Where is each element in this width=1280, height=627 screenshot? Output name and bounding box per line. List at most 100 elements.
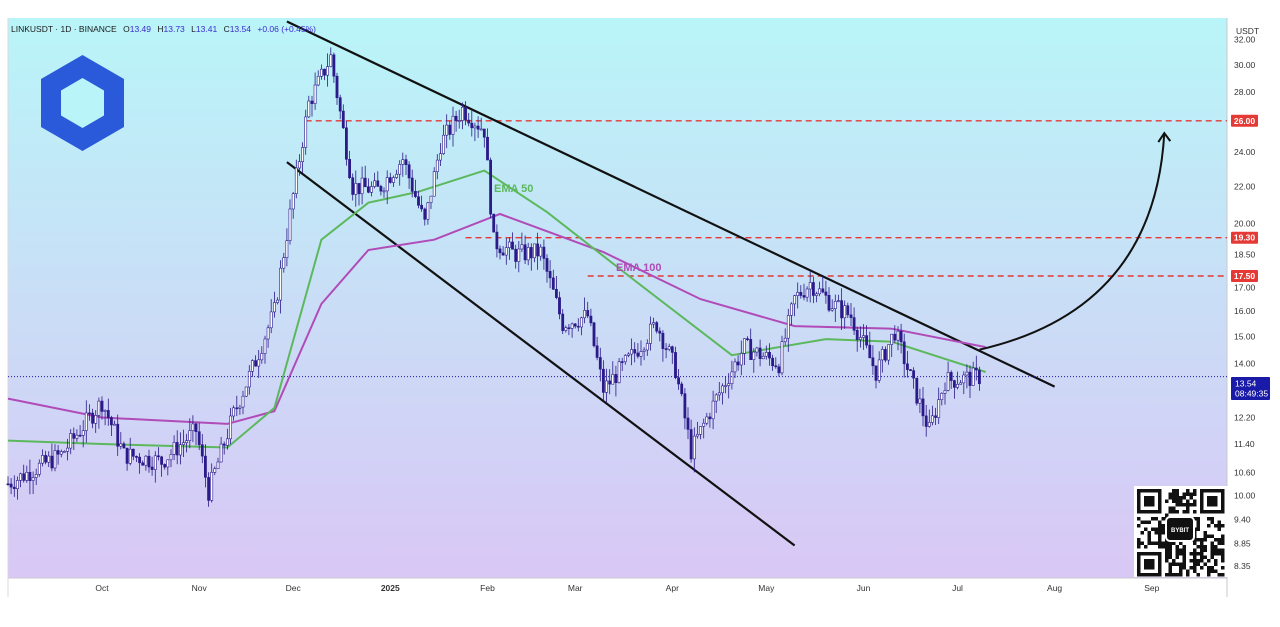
qr-module [1158,541,1162,545]
candle-body [815,293,818,296]
trendline-upper[interactable] [286,20,1056,388]
qr-module [1179,552,1183,556]
time-tick-label: Sep [1144,583,1159,593]
last-price-badge: 13.54 08:49:35 [1231,377,1270,400]
qr-module [1193,548,1197,552]
price-axis[interactable]: 32.00 30.00 28.00 26.00 24.00 22.00 20.00 18.50… [1234,35,1256,572]
candle-body [495,231,499,250]
candle-body [448,124,452,135]
candle-body [561,313,565,331]
candle-body [573,323,577,327]
candle-body [116,423,120,447]
qr-module [1154,531,1158,535]
price-tick-label: 18.50 [1234,249,1256,259]
header-interval[interactable]: 1D [60,24,71,34]
qr-module [1217,548,1221,552]
candle-body [592,322,596,347]
candle-body [708,416,712,420]
candle-body [868,344,872,359]
candle-body [965,371,969,376]
trendlines[interactable] [286,20,1056,547]
qr-module [1196,517,1200,521]
candle-body [338,97,342,112]
candle-body [645,343,649,351]
candle-body [454,115,458,121]
candle-body [379,186,383,192]
qr-module [1158,545,1162,549]
qr-module [1193,559,1197,563]
price-level-badge-label: 17.50 [1234,271,1256,281]
time-axis[interactable]: Oct Nov Dec 2025 Feb Mar Apr May Jun Jul Aug Sep [95,583,1159,593]
qr-module [1193,541,1197,545]
candle-body [376,180,380,187]
candle-body [570,323,574,329]
qr-module [1182,503,1186,507]
candle-body [313,84,317,104]
candle-body [172,442,176,455]
candle-body [113,423,116,426]
trendline-lower[interactable] [286,161,796,547]
header-exchange: BINANCE [79,24,117,34]
candle-body [110,417,113,426]
qr-module [1168,555,1172,559]
qr-module [1175,489,1179,493]
candle-body [849,314,853,318]
projection-arrowhead [1157,131,1172,143]
qr-module [1203,538,1207,542]
candle-body [388,177,392,183]
candle-body [47,455,51,463]
candle-body [862,335,865,338]
candle-body [307,100,311,118]
qr-module [1189,559,1193,563]
qr-module [1158,520,1162,524]
candle-body [363,177,367,188]
candle-body [758,347,762,359]
price-tick-label: 8.35 [1234,561,1251,571]
qr-module [1214,545,1218,549]
qr-module [1172,492,1176,496]
qr-module [1140,520,1144,524]
candle-body [138,456,142,464]
qr-module [1182,562,1186,566]
candle-body [905,363,909,370]
header-symbol[interactable]: LINKUSDT [11,24,53,34]
qr-module [1186,569,1190,573]
price-tick-label: 28.00 [1234,87,1256,97]
candle-body [204,455,207,478]
candle-body [811,282,815,296]
projection-arrow[interactable] [979,133,1166,351]
candle-body [382,190,386,193]
candle-body [777,366,781,374]
candle-body [576,325,580,328]
qr-module [1196,562,1200,566]
candle-body [31,477,35,481]
candle-body [254,360,258,367]
qr-module [1200,548,1204,552]
candle-body [135,456,138,458]
qr-module [1217,527,1221,531]
header-open-label: O [123,24,130,34]
candle-body [266,327,270,340]
candle-body [548,271,552,279]
qr-module [1200,559,1204,563]
currency-label[interactable]: USDT [1236,26,1259,36]
candle-body [677,377,681,385]
candle-body [9,483,13,488]
candle-body [288,208,292,242]
candle-body [15,480,19,489]
qr-module [1193,566,1197,570]
qr-module [1221,552,1225,556]
candle-body [257,359,261,367]
price-tick-label: 9.40 [1234,515,1251,525]
candle-body [467,119,471,124]
candle-body [661,332,665,349]
candle-body [131,448,135,457]
candle-body [865,335,869,346]
candle-body [323,68,326,76]
qr-module [1179,569,1183,573]
qr-module [1189,552,1193,556]
candle-body [62,451,66,453]
candle-body [103,410,107,412]
qr-module [1172,559,1176,563]
